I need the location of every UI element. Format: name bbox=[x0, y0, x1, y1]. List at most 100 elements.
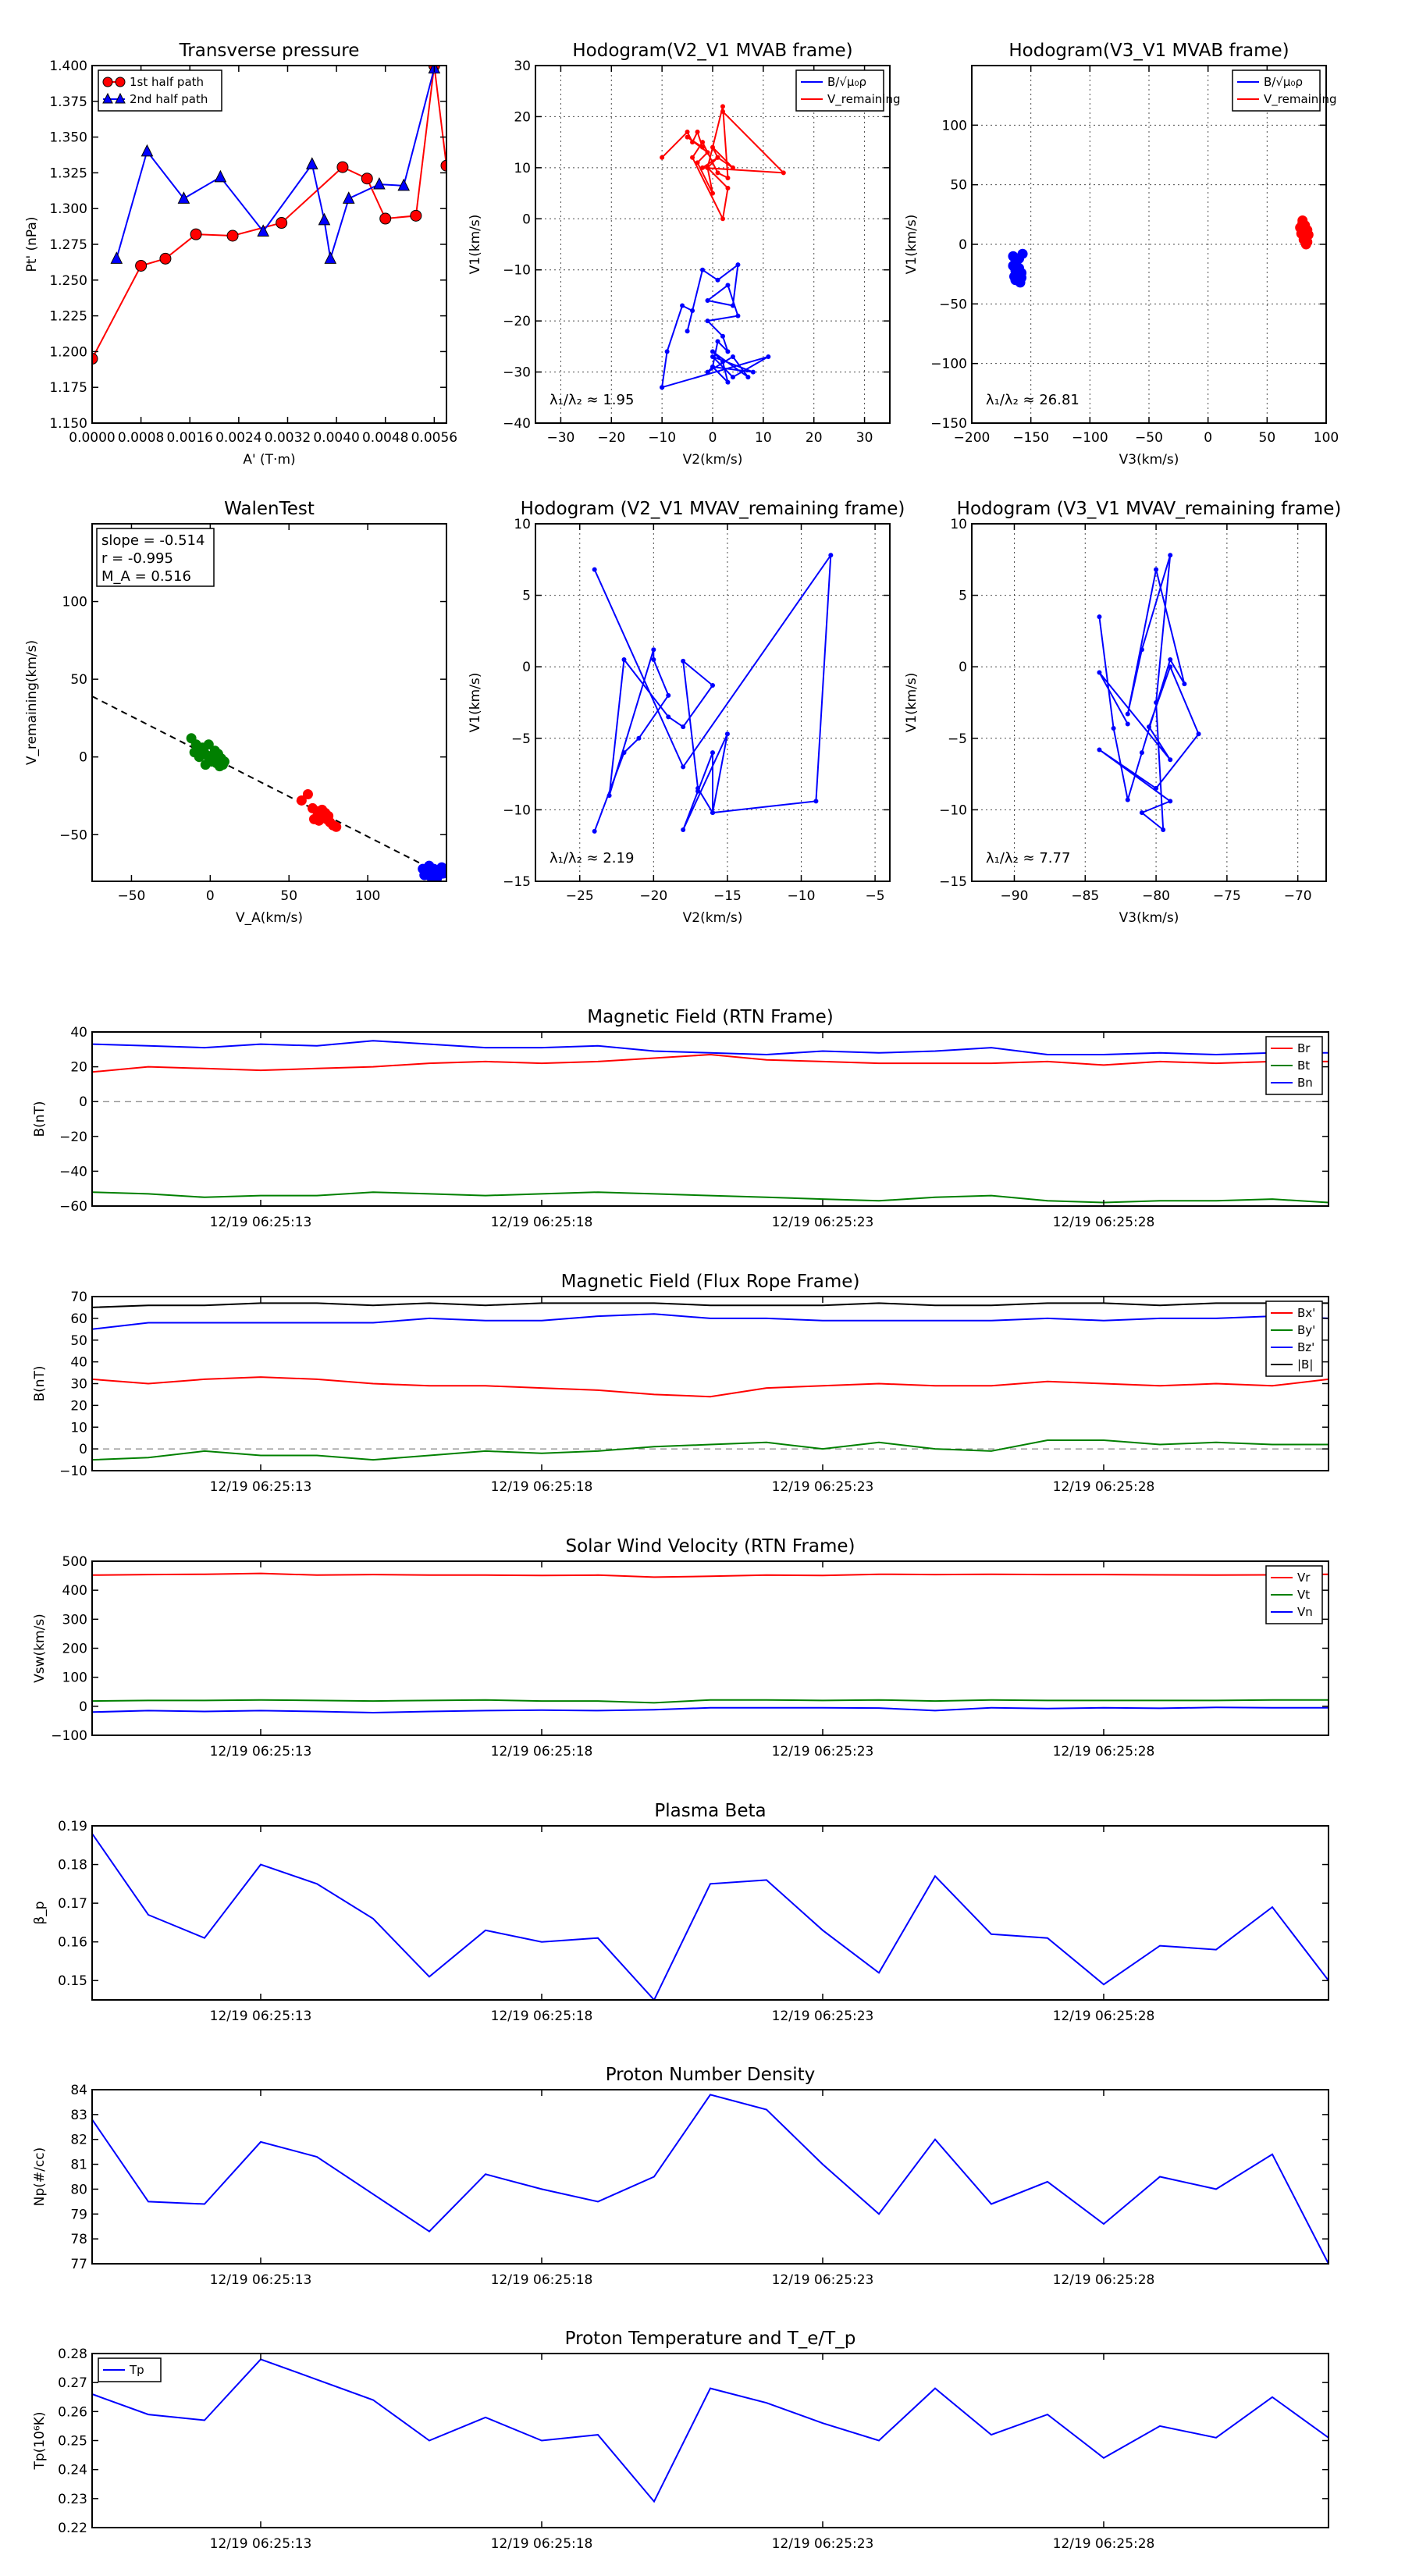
x-tick-label: 12/19 06:25:23 bbox=[772, 1215, 874, 1230]
y-tick-label: −50 bbox=[59, 827, 87, 843]
x-tick-label: 12/19 06:25:23 bbox=[772, 2008, 874, 2024]
data-point bbox=[592, 567, 597, 572]
legend-label: Bx' bbox=[1297, 1306, 1315, 1320]
y-tick-label: 10 bbox=[70, 1420, 87, 1436]
y-tick-label: 400 bbox=[62, 1583, 87, 1599]
data-point bbox=[725, 175, 731, 180]
data-point bbox=[1125, 721, 1130, 727]
y-tick-label: 10 bbox=[514, 161, 531, 176]
data-point bbox=[730, 375, 735, 380]
data-point bbox=[1125, 711, 1130, 717]
x-tick-label: −50 bbox=[1135, 430, 1163, 446]
y-tick-label: 0.25 bbox=[58, 2434, 87, 2450]
chart-title: Hodogram (V3_V1 MVAV_remaining frame) bbox=[957, 499, 1342, 519]
legend-label: V_remaining bbox=[827, 92, 901, 107]
data-point bbox=[1168, 553, 1173, 558]
stats-line: slope = -0.514 bbox=[101, 532, 205, 549]
data-point bbox=[685, 130, 690, 135]
legend-label: Bn bbox=[1297, 1076, 1313, 1090]
chart-title: Hodogram(V3_V1 MVAB frame) bbox=[1008, 41, 1289, 61]
x-tick-label: −100 bbox=[1072, 430, 1108, 446]
y-tick-label: 1.150 bbox=[49, 416, 87, 432]
data-point bbox=[720, 359, 725, 365]
data-point bbox=[690, 140, 695, 145]
legend-label: 2nd half path bbox=[130, 92, 208, 106]
x-tick-label: 12/19 06:25:18 bbox=[491, 1215, 593, 1230]
data-point bbox=[666, 692, 671, 698]
chart-title: Magnetic Field (RTN Frame) bbox=[587, 1007, 834, 1027]
legend-label: Br bbox=[1297, 1041, 1311, 1055]
legend-marker bbox=[102, 76, 113, 87]
y-tick-label: 82 bbox=[70, 2133, 87, 2148]
data-point bbox=[724, 731, 730, 737]
x-tick-label: 0 bbox=[206, 888, 215, 904]
y-tick-label: 81 bbox=[70, 2158, 87, 2173]
plot-area bbox=[92, 2094, 1329, 2264]
data-point bbox=[681, 764, 686, 770]
x-tick-label: 12/19 06:25:23 bbox=[772, 2272, 874, 2288]
data-point bbox=[705, 150, 710, 155]
legend-marker bbox=[102, 92, 113, 104]
data-point bbox=[813, 799, 819, 804]
y-tick-label: 5 bbox=[522, 589, 531, 604]
data-point bbox=[592, 828, 597, 834]
y-tick-label: −15 bbox=[939, 874, 967, 890]
series-line-V_remaining bbox=[661, 106, 786, 222]
data-point bbox=[651, 647, 656, 653]
chart-beta: Plasma Beta 0.15 0.16 0.17 0.18 0.19 12/19 06:… bbox=[32, 1801, 1329, 2024]
data-point bbox=[715, 339, 720, 344]
x-tick-label: 12/19 06:25:28 bbox=[1053, 2272, 1155, 2288]
data-point bbox=[1168, 664, 1173, 670]
x-tick-label: −200 bbox=[954, 430, 991, 446]
series-line-B/√μ₀ρ bbox=[661, 262, 769, 389]
y-tick-label: 20 bbox=[70, 1398, 87, 1414]
x-tick-label: 20 bbox=[806, 430, 823, 446]
y-tick-label: 84 bbox=[70, 2083, 87, 2098]
x-tick-label: 12/19 06:25:13 bbox=[210, 1479, 312, 1495]
data-point bbox=[660, 155, 665, 160]
chart-pt: Transverse pressure 1.150 1.175 1.200 1.225 1… bbox=[24, 41, 457, 468]
y-tick-label: 80 bbox=[70, 2182, 87, 2197]
y-tick-label: 0.27 bbox=[58, 2375, 87, 2391]
data-point bbox=[206, 756, 217, 767]
y-tick-label: −50 bbox=[939, 297, 967, 312]
data-point bbox=[621, 750, 627, 756]
data-point bbox=[828, 553, 834, 558]
y-tick-label: 0.28 bbox=[58, 2347, 87, 2362]
y-tick-label: −15 bbox=[503, 874, 531, 890]
data-point bbox=[140, 144, 154, 157]
y-tick-label: 5 bbox=[959, 589, 967, 604]
data-point bbox=[1298, 226, 1309, 237]
x-tick-label: 50 bbox=[280, 888, 297, 904]
y-tick-label: 79 bbox=[70, 2207, 87, 2222]
y-axis-label: V1(km/s) bbox=[468, 215, 483, 275]
legend-box bbox=[98, 69, 222, 112]
y-tick-label: 0 bbox=[522, 660, 531, 675]
data-point bbox=[664, 349, 670, 354]
y-tick-label: −10 bbox=[59, 1464, 87, 1479]
chart-vsw: Solar Wind Velocity (RTN Frame) −100 0 100 2… bbox=[32, 1536, 1329, 1759]
data-point bbox=[720, 333, 725, 339]
y-tick-label: 10 bbox=[514, 517, 531, 532]
data-point bbox=[725, 349, 731, 354]
series-line-Bx' bbox=[92, 1376, 1329, 1398]
legend-label: Bz' bbox=[1297, 1340, 1314, 1354]
x-tick-label: 12/19 06:25:28 bbox=[1053, 1215, 1155, 1230]
data-point bbox=[690, 155, 695, 160]
data-point bbox=[318, 212, 331, 226]
data-point bbox=[1014, 272, 1025, 283]
data-point bbox=[705, 297, 710, 303]
y-tick-label: −100 bbox=[51, 1728, 87, 1744]
legend-label: B/√μ₀ρ bbox=[827, 75, 866, 89]
data-point bbox=[710, 750, 715, 756]
y-tick-label: 0.15 bbox=[58, 1973, 87, 1989]
data-point bbox=[331, 821, 342, 832]
data-point bbox=[700, 144, 706, 150]
legend-label: V_remaining bbox=[1264, 92, 1337, 107]
legend-label: Vn bbox=[1297, 1605, 1313, 1619]
y-tick-label: −100 bbox=[930, 357, 967, 372]
y-tick-label: −40 bbox=[503, 416, 531, 432]
x-axis-label: V2(km/s) bbox=[683, 910, 743, 926]
plot-area bbox=[92, 1833, 1329, 2000]
chart-tp: Proton Temperature and T_e/T_p 0.22 0.23 0.… bbox=[32, 2329, 1329, 2552]
